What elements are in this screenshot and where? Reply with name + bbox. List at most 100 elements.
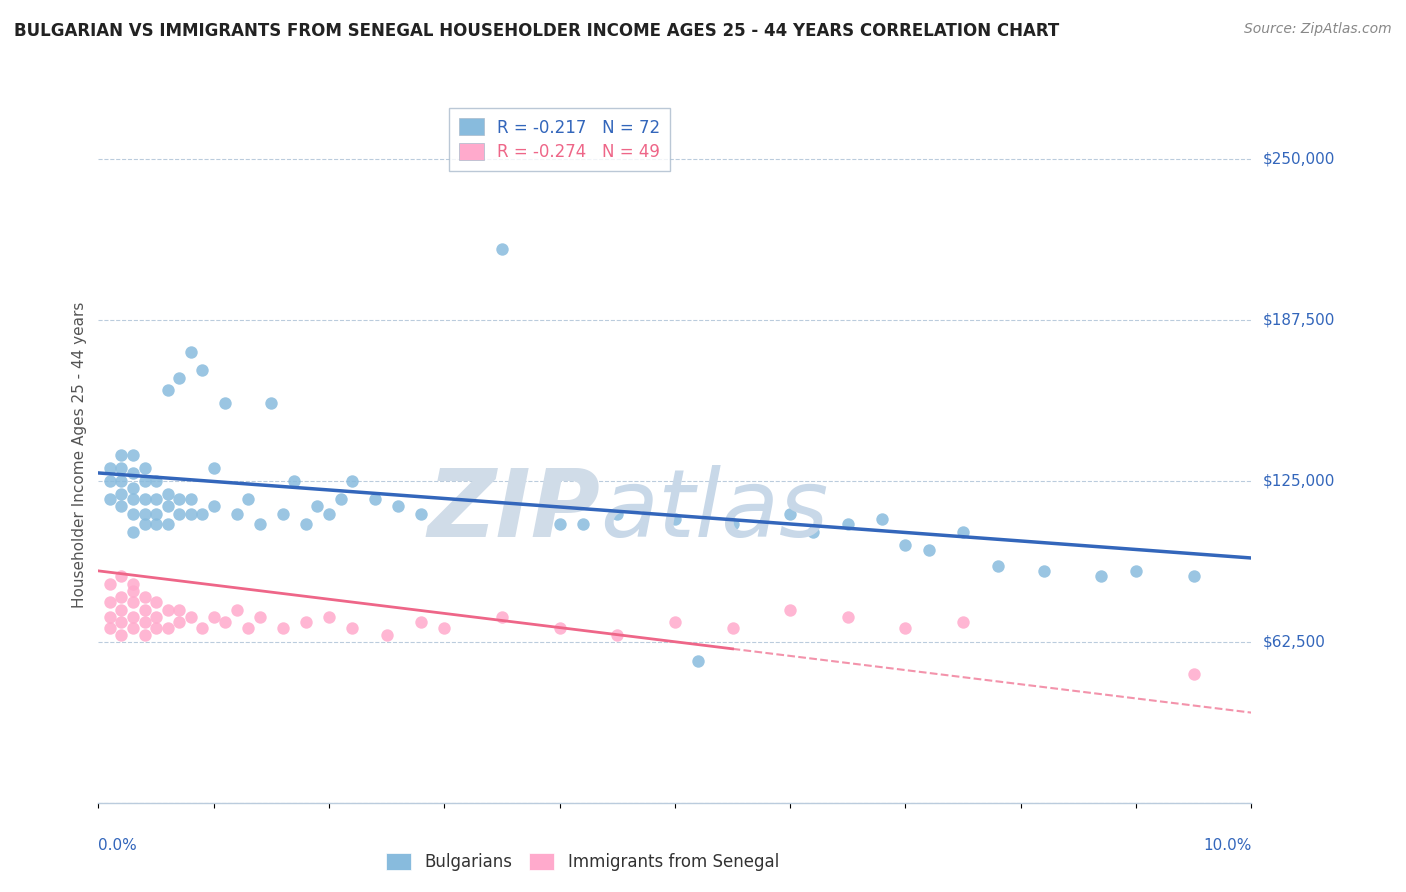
Point — [134, 474, 156, 488]
Point — [134, 460, 156, 475]
Point — [98, 474, 121, 488]
Point — [571, 517, 593, 532]
Point — [98, 576, 121, 591]
Point — [156, 500, 179, 514]
Point — [721, 517, 744, 532]
Point — [894, 538, 917, 552]
Point — [202, 500, 225, 514]
Point — [260, 396, 283, 410]
Point — [1032, 564, 1054, 578]
Point — [606, 507, 628, 521]
Point — [122, 525, 145, 540]
Point — [214, 615, 236, 630]
Point — [606, 628, 628, 642]
Point — [295, 517, 318, 532]
Point — [238, 621, 260, 635]
Point — [180, 344, 202, 359]
Point — [491, 610, 513, 624]
Text: 10.0%: 10.0% — [1204, 838, 1251, 853]
Point — [433, 512, 456, 526]
Point — [801, 525, 824, 540]
Point — [249, 610, 271, 624]
Point — [1182, 667, 1205, 681]
Point — [145, 621, 167, 635]
Text: $62,500: $62,500 — [1263, 634, 1326, 649]
Point — [122, 491, 145, 506]
Point — [664, 615, 686, 630]
Point — [411, 507, 433, 521]
Point — [134, 590, 156, 604]
Point — [721, 621, 744, 635]
Point — [156, 621, 179, 635]
Point — [98, 595, 121, 609]
Point — [110, 448, 132, 462]
Point — [122, 482, 145, 496]
Point — [110, 460, 132, 475]
Point — [307, 500, 329, 514]
Point — [110, 569, 132, 583]
Point — [1125, 564, 1147, 578]
Point — [122, 466, 145, 480]
Point — [295, 615, 318, 630]
Text: $250,000: $250,000 — [1263, 151, 1334, 166]
Point — [491, 242, 513, 256]
Point — [134, 628, 156, 642]
Point — [987, 558, 1010, 573]
Text: Source: ZipAtlas.com: Source: ZipAtlas.com — [1244, 22, 1392, 37]
Point — [894, 621, 917, 635]
Point — [837, 517, 859, 532]
Point — [917, 543, 939, 558]
Point — [145, 507, 167, 521]
Point — [167, 507, 190, 521]
Text: $187,500: $187,500 — [1263, 312, 1334, 327]
Point — [411, 615, 433, 630]
Point — [110, 615, 132, 630]
Point — [167, 491, 190, 506]
Point — [134, 615, 156, 630]
Point — [122, 621, 145, 635]
Point — [837, 610, 859, 624]
Point — [191, 363, 214, 377]
Text: atlas: atlas — [600, 465, 828, 556]
Point — [180, 610, 202, 624]
Point — [548, 517, 571, 532]
Point — [110, 590, 132, 604]
Point — [318, 507, 340, 521]
Point — [122, 448, 145, 462]
Point — [686, 654, 709, 668]
Text: 0.0%: 0.0% — [98, 838, 138, 853]
Point — [167, 370, 190, 384]
Point — [110, 602, 132, 616]
Point — [145, 474, 167, 488]
Point — [180, 507, 202, 521]
Point — [191, 621, 214, 635]
Point — [156, 602, 179, 616]
Point — [664, 512, 686, 526]
Point — [364, 491, 387, 506]
Point — [952, 525, 974, 540]
Point — [122, 576, 145, 591]
Point — [214, 396, 236, 410]
Point — [180, 491, 202, 506]
Point — [191, 507, 214, 521]
Point — [779, 507, 801, 521]
Text: $125,000: $125,000 — [1263, 473, 1334, 488]
Point — [318, 610, 340, 624]
Point — [134, 517, 156, 532]
Point — [167, 602, 190, 616]
Point — [225, 507, 247, 521]
Point — [1182, 569, 1205, 583]
Point — [225, 602, 247, 616]
Point — [387, 500, 409, 514]
Point — [952, 615, 974, 630]
Point — [110, 474, 132, 488]
Point — [340, 474, 363, 488]
Point — [122, 584, 145, 599]
Point — [329, 491, 352, 506]
Point — [156, 517, 179, 532]
Text: ZIP: ZIP — [427, 465, 600, 557]
Y-axis label: Householder Income Ages 25 - 44 years: Householder Income Ages 25 - 44 years — [72, 301, 87, 608]
Point — [202, 610, 225, 624]
Point — [145, 610, 167, 624]
Point — [433, 621, 456, 635]
